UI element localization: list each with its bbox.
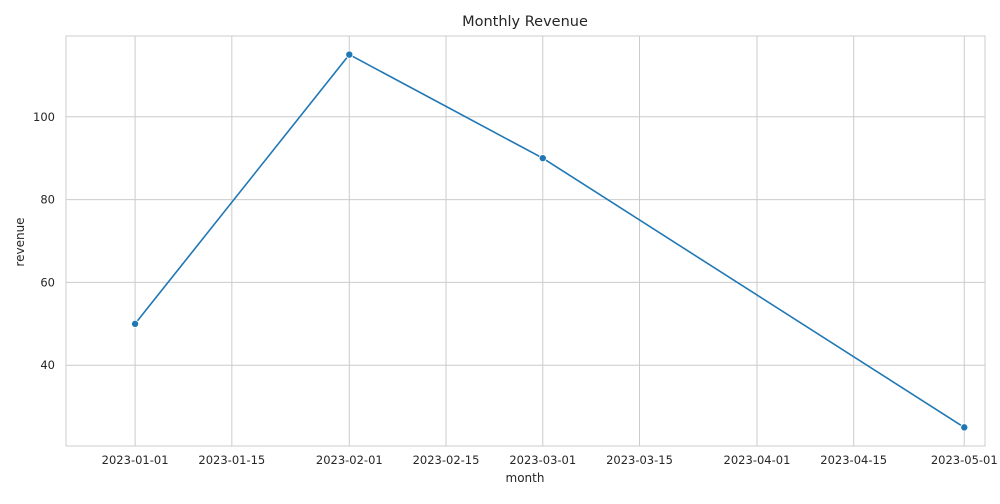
x-tick-label: 2023-01-01 <box>102 453 169 467</box>
grid <box>66 36 985 446</box>
x-tick-label: 2023-02-01 <box>316 453 383 467</box>
x-axis-ticks: 2023-01-01 2023-01-15 2023-02-01 2023-02-15… <box>102 453 998 467</box>
x-tick-label: 2023-01-15 <box>198 453 265 467</box>
data-point <box>538 154 547 163</box>
x-tick-label: 2023-02-15 <box>413 453 480 467</box>
y-axis-ticks: 40 60 80 100 <box>33 110 55 372</box>
x-tick-label: 2023-04-01 <box>724 453 791 467</box>
y-tick-label: 80 <box>40 193 55 207</box>
data-point <box>345 50 354 59</box>
x-tick-label: 2023-03-15 <box>606 453 673 467</box>
chart-title: Monthly Revenue <box>462 14 588 30</box>
x-tick-label: 2023-04-15 <box>820 453 887 467</box>
series-layer <box>131 50 969 432</box>
x-tick-label: 2023-05-01 <box>931 453 998 467</box>
data-point <box>960 423 969 432</box>
x-tick-label: 2023-03-01 <box>509 453 576 467</box>
series-line <box>134 53 965 429</box>
y-axis-label: revenue <box>13 217 27 266</box>
y-tick-label: 100 <box>33 110 55 124</box>
y-tick-label: 40 <box>40 358 55 372</box>
plot-frame <box>65 35 986 447</box>
x-axis-label: month <box>506 471 545 485</box>
y-tick-label: 60 <box>40 275 55 289</box>
data-point <box>131 319 140 328</box>
